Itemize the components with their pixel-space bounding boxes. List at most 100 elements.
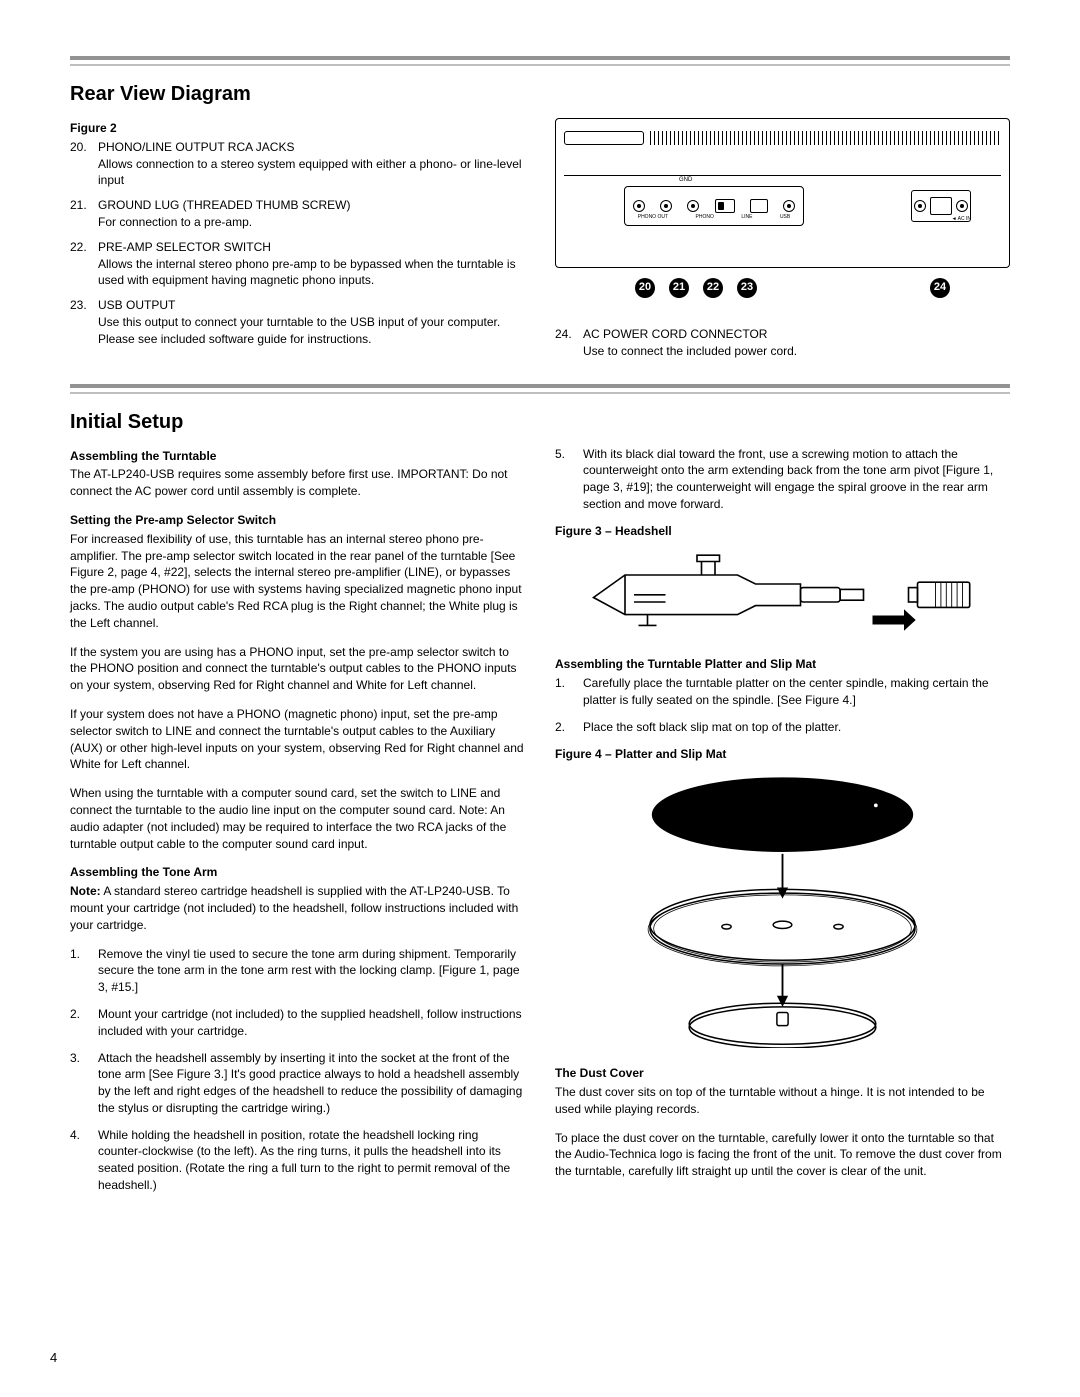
headshell-diagram [555, 548, 1010, 638]
list-item: 5.With its black dial toward the front, … [555, 446, 1010, 513]
list-item: 21.GROUND LUG (threaded thumb screw) For … [70, 197, 525, 231]
item-number: 23. [70, 297, 98, 347]
step-number: 1. [555, 675, 583, 709]
item-desc: Allows connection to a stereo system equ… [98, 156, 525, 190]
step-text: Carefully place the turntable platter on… [583, 675, 1010, 709]
item-number: 24. [555, 326, 583, 360]
subhead-platter: Assembling the Turntable Platter and Sli… [555, 656, 1010, 673]
label: PHONO OUT [638, 214, 668, 221]
step-text: Place the soft black slip mat on top of … [583, 719, 1010, 736]
paragraph: The dust cover sits on top of the turnta… [555, 1084, 1010, 1118]
item-title: AC POWER CORD CONNECTOR [583, 327, 767, 341]
step-number: 2. [555, 719, 583, 736]
divider-thin [70, 392, 1010, 394]
strip-ridges-icon [650, 131, 1001, 145]
usb-port-icon [750, 199, 768, 213]
item-title: PHONO/LINE OUTPUT RCA JACKS [98, 140, 294, 154]
diagram-top-strip [564, 127, 1001, 149]
iec-socket-icon [930, 197, 952, 215]
callout-group-left: 20 21 22 23 [635, 278, 757, 298]
preamp-switch-icon [715, 199, 735, 213]
figure2-label: Figure 2 [70, 120, 525, 137]
list-item: 2.Place the soft black slip mat on top o… [555, 719, 1010, 736]
rear-view-columns: Figure 2 20.PHONO/LINE OUTPUT RCA JACKS A… [70, 118, 1010, 368]
step-text: With its black dial toward the front, us… [583, 446, 1010, 513]
strip-box-icon [564, 131, 644, 145]
list-item: 4.While holding the headshell in positio… [70, 1127, 525, 1194]
section-title-initial-setup: Initial Setup [70, 408, 1010, 436]
rca-jack-icon [660, 200, 672, 212]
callout-23: 23 [737, 278, 757, 298]
note-paragraph: Note: A standard stereo cartridge headsh… [70, 883, 525, 933]
figure4-label: Figure 4 – Platter and Slip Mat [555, 746, 1010, 763]
step-text: While holding the headshell in position,… [98, 1127, 525, 1194]
arrow-right-icon [873, 609, 916, 631]
paragraph: If your system does not have a PHONO (ma… [70, 706, 525, 773]
figure2-list: 20.PHONO/LINE OUTPUT RCA JACKS Allows con… [70, 139, 525, 348]
label: LINE [741, 214, 752, 221]
step-number: 2. [70, 1006, 98, 1040]
item-number: 20. [70, 139, 98, 189]
step-text: Mount your cartridge (not included) to t… [98, 1006, 525, 1040]
item-desc: Use to connect the included power cord. [583, 343, 1010, 360]
label: USB [780, 214, 790, 221]
callout-21: 21 [669, 278, 689, 298]
list-item: 20.PHONO/LINE OUTPUT RCA JACKS Allows con… [70, 139, 525, 189]
paragraph: If the system you are using has a PHONO … [70, 644, 525, 694]
callout-20: 20 [635, 278, 655, 298]
platter-diagram [555, 768, 1010, 1048]
tone-arm-steps: 1.Remove the vinyl tie used to secure th… [70, 946, 525, 1194]
divider-thick [70, 384, 1010, 388]
item-title: USB OUTPUT [98, 298, 175, 312]
screw-icon [783, 200, 795, 212]
callout-22: 22 [703, 278, 723, 298]
initial-setup-columns: Assembling the Turntable The AT-LP240-US… [70, 446, 1010, 1204]
paragraph: The AT-LP240-USB requires some assembly … [70, 466, 525, 500]
section-title-rear-view: Rear View Diagram [70, 80, 1010, 108]
list-item: 23.USB OUTPUTUse this output to connect … [70, 297, 525, 347]
step-number: 3. [70, 1050, 98, 1117]
setup-left-col: Assembling the Turntable The AT-LP240-US… [70, 446, 525, 1204]
gnd-label: GND [679, 176, 692, 184]
paragraph: To place the dust cover on the turntable… [555, 1130, 1010, 1180]
list-item: 1.Remove the vinyl tie used to secure th… [70, 946, 525, 996]
rear-view-right-col: GND PHONO OUT PHONO LINE USB [555, 118, 1010, 368]
callout-row: 20 21 22 23 24 [555, 278, 1010, 298]
page-number: 4 [50, 1349, 57, 1367]
jack-labels: PHONO OUT PHONO LINE USB [624, 214, 804, 221]
setup-right-col: 5.With its black dial toward the front, … [555, 446, 1010, 1204]
item-desc: For connection to a pre-amp. [98, 214, 525, 231]
divider-thick [70, 56, 1010, 60]
subhead-tone-arm: Assembling the Tone Arm [70, 864, 525, 881]
item-number: 21. [70, 197, 98, 231]
subhead-assembling-turntable: Assembling the Turntable [70, 448, 525, 465]
step5-list: 5.With its black dial toward the front, … [555, 446, 1010, 513]
subhead-dust-cover: The Dust Cover [555, 1065, 1010, 1082]
divider-thin [70, 64, 1010, 66]
figure3-label: Figure 3 – Headshell [555, 523, 1010, 540]
note-text: A standard stereo cartridge headshell is… [70, 884, 518, 932]
diagram-panel: GND PHONO OUT PHONO LINE USB [564, 175, 1001, 245]
paragraph: When using the turntable with a computer… [70, 785, 525, 852]
list-item: 1.Carefully place the turntable platter … [555, 675, 1010, 709]
rca-jack-icon [633, 200, 645, 212]
rear-view-left-col: Figure 2 20.PHONO/LINE OUTPUT RCA JACKS A… [70, 118, 525, 368]
list-item: 22.PRE-AMP SELECTOR SWITCHAllows the int… [70, 239, 525, 289]
step-number: 1. [70, 946, 98, 996]
note-label: Note: [70, 884, 101, 898]
list-item: 3.Attach the headshell assembly by inser… [70, 1050, 525, 1117]
label: PHONO [696, 214, 714, 221]
step-text: Attach the headshell assembly by inserti… [98, 1050, 525, 1117]
platter-steps: 1.Carefully place the turntable platter … [555, 675, 1010, 735]
item-desc: Allows the internal stereo phono pre-amp… [98, 256, 525, 290]
item-number: 22. [70, 239, 98, 289]
list-item: 24.AC POWER CORD CONNECTOR Use to connect… [555, 326, 1010, 360]
ground-lug-icon [687, 200, 699, 212]
subhead-preamp-switch: Setting the Pre-amp Selector Switch [70, 512, 525, 529]
paragraph: For increased flexibility of use, this t… [70, 531, 525, 632]
rear-view-diagram: GND PHONO OUT PHONO LINE USB [555, 118, 1010, 268]
step-number: 5. [555, 446, 583, 513]
item-title: GROUND LUG (threaded thumb screw) [98, 198, 350, 212]
screw-icon [914, 200, 926, 212]
item24-block: 24.AC POWER CORD CONNECTOR Use to connect… [555, 326, 1010, 360]
